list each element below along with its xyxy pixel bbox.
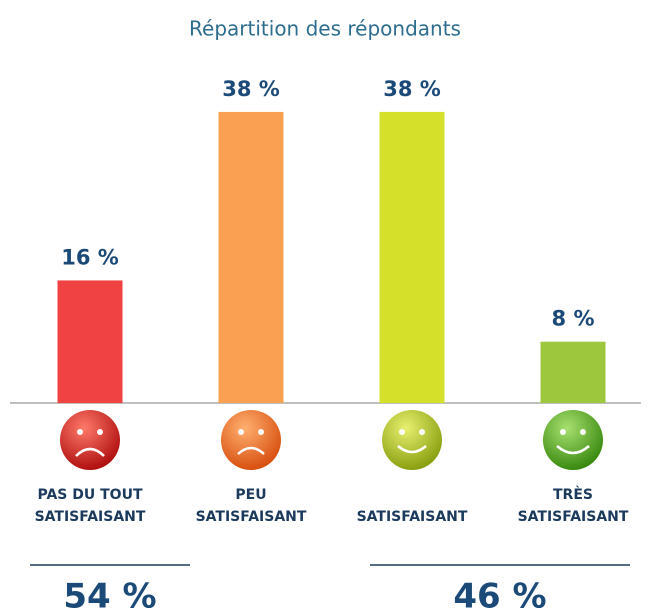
- sad-face: [60, 410, 120, 470]
- category-label: PAS DU TOUT SATISFAISANT: [34, 487, 146, 525]
- value-label: 8 %: [552, 307, 595, 331]
- category-label: SATISFAISANT: [356, 509, 468, 525]
- happy-face: [382, 410, 442, 470]
- sad-face: [221, 410, 281, 470]
- category-label: PEU SATISFAISANT: [195, 487, 307, 525]
- category-label: TRÈS SATISFAISANT: [517, 487, 629, 525]
- value-label: 16 %: [61, 245, 119, 269]
- bar: [57, 280, 123, 403]
- value-label: 38 %: [383, 77, 441, 101]
- bar: [540, 341, 606, 403]
- value-label: 38 %: [222, 77, 280, 101]
- face-icons: [60, 410, 603, 470]
- chart-title: Répartition des répondants: [189, 17, 461, 41]
- group-total: 54 %: [63, 577, 156, 616]
- happy-face: [543, 410, 603, 470]
- bar: [218, 111, 284, 404]
- bar: [379, 111, 445, 404]
- group-total: 46 %: [453, 577, 546, 616]
